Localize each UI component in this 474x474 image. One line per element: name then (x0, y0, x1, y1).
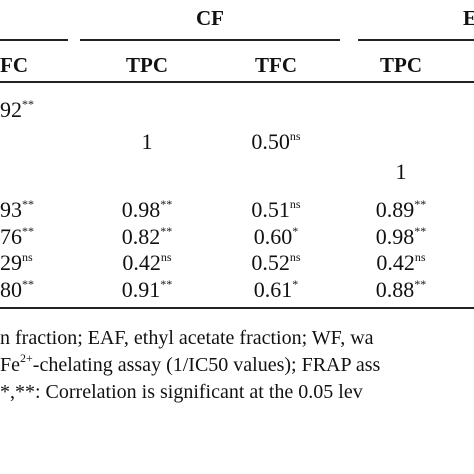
cell: 0.42ns (376, 250, 425, 276)
cell-value: 29 (0, 250, 22, 275)
footnote: n fraction; EAF, ethyl acetate fraction;… (0, 325, 374, 351)
cell: 92** (0, 97, 34, 123)
footnote: Fe2+-chelating assay (1/IC50 values); FR… (0, 352, 380, 378)
cell: 0.52ns (251, 250, 300, 276)
column-header: TFC (255, 53, 297, 77)
cell: 0.50ns (251, 129, 300, 155)
group-header: CF (196, 6, 224, 30)
cell-value: 93 (0, 197, 22, 222)
significance: ** (22, 97, 34, 111)
cell: 29ns (0, 250, 33, 276)
cell-value: 0.61 (253, 277, 293, 302)
significance: ns (289, 197, 301, 211)
cell: 93** (0, 197, 34, 223)
cell-value: 0.42 (376, 250, 415, 275)
significance: ns (289, 250, 301, 264)
cell-value: 0.98 (121, 197, 161, 222)
bottom-rule (0, 307, 474, 309)
cell-value: 76 (0, 224, 22, 249)
significance: ** (22, 277, 34, 291)
group-rule (80, 39, 340, 41)
cell: 80** (0, 277, 34, 303)
significance: ** (22, 224, 34, 238)
footnote: *,**: Correlation is significant at the … (0, 379, 363, 405)
group-rule (358, 39, 474, 41)
cell-value: 0.60 (253, 224, 293, 249)
significance: ** (22, 197, 34, 211)
cell: 0.51ns (251, 197, 300, 223)
cell: 76** (0, 224, 34, 250)
column-header: FC (0, 53, 28, 77)
header-rule (0, 81, 474, 83)
significance: ** (160, 224, 173, 238)
cell-value: 80 (0, 277, 22, 302)
cell-value: 0.82 (121, 224, 161, 249)
significance: ** (414, 197, 427, 211)
group-header: E (462, 6, 474, 30)
significance: * (292, 277, 299, 291)
cell-value: 0.52 (251, 250, 290, 275)
footnote-text: *,**: Correlation is significant at the … (0, 381, 363, 403)
column-header: TPC (380, 53, 422, 77)
cell-value: 0.51 (251, 197, 290, 222)
significance: ns (289, 129, 301, 143)
cell-value: 0.50 (251, 129, 290, 154)
cell-value: 0.89 (375, 197, 415, 222)
significance: ** (160, 277, 173, 291)
superscript: 2+ (20, 351, 33, 365)
footnote-text: Fe (0, 354, 20, 376)
cell-value: 1 (395, 159, 407, 184)
column-header: TPC (126, 53, 168, 77)
cell: 1 (142, 129, 153, 155)
significance: ** (160, 197, 173, 211)
footnote-text: -chelating assay (1/IC50 values); FRAP a… (32, 354, 381, 376)
cell: 0.89** (376, 197, 427, 223)
cell: 0.82** (122, 224, 173, 250)
significance: ns (160, 250, 172, 264)
cell: 0.98** (122, 197, 173, 223)
cell: 1 (396, 159, 407, 185)
significance: ns (22, 250, 33, 264)
significance: ns (414, 250, 426, 264)
cell: 0.88** (376, 277, 427, 303)
cell-value: 0.88 (375, 277, 415, 302)
cell-value: 0.98 (375, 224, 415, 249)
significance: ** (414, 277, 427, 291)
cell-value: 1 (141, 129, 153, 154)
significance: * (292, 224, 299, 238)
cell-value: 92 (0, 97, 22, 122)
cell-value: 0.42 (122, 250, 161, 275)
significance: ** (414, 224, 427, 238)
cell: 0.98** (376, 224, 427, 250)
group-rule (0, 39, 68, 41)
cell: 0.61* (254, 277, 299, 303)
cell: 0.42ns (122, 250, 171, 276)
cell-value: 0.91 (121, 277, 161, 302)
cell: 0.91** (122, 277, 173, 303)
cell: 0.60* (254, 224, 299, 250)
footnote-text: n fraction; EAF, ethyl acetate fraction;… (0, 327, 374, 349)
